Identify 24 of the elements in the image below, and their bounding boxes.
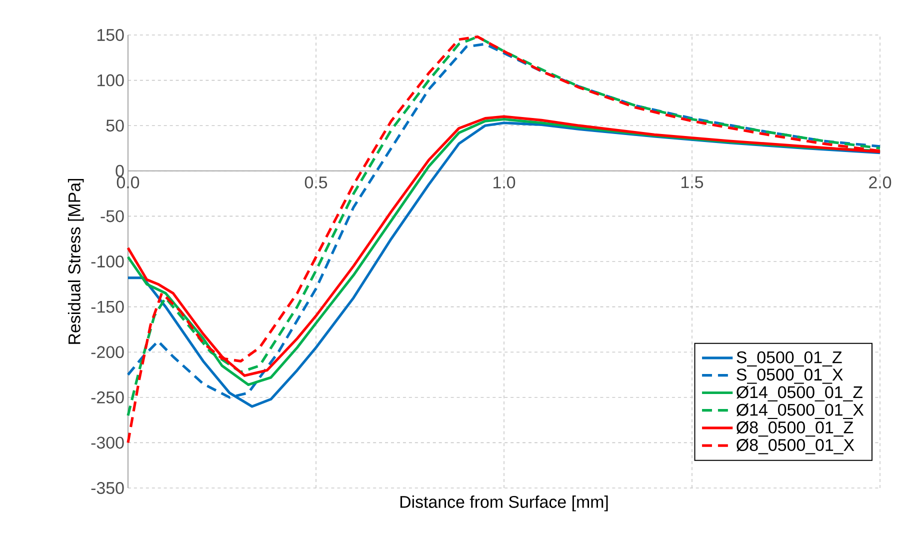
legend-label: Ø14_0500_01_X: [736, 404, 864, 420]
legend-label: Ø8_0500_01_X: [736, 438, 854, 454]
x-axis-title: Distance from Surface [mm]: [400, 496, 608, 512]
y-tick-label: -350: [91, 482, 124, 494]
legend-label: S_0500_01_X: [736, 368, 843, 384]
x-tick-label: 1.0: [494, 176, 516, 188]
y-tick-label: -100: [91, 256, 124, 268]
y-tick-label: -50: [100, 210, 124, 222]
legend-label: S_0500_01_Z: [736, 351, 842, 366]
x-tick-label: 1.5: [682, 176, 704, 188]
y-tick-label: -300: [91, 436, 124, 449]
y-tick-label: -150: [91, 300, 124, 313]
y-tick-label: 50: [106, 120, 124, 132]
legend-label: Ø8_0500_01_Z: [736, 421, 854, 437]
y-tick-label: 100: [98, 74, 124, 86]
legend-label: Ø14_0500_01_Z: [736, 386, 863, 402]
x-tick-label: 0.0: [116, 176, 140, 188]
y-tick-label: 0: [116, 164, 124, 177]
x-tick-label: 0.5: [304, 176, 328, 188]
y-tick-label: -250: [91, 391, 124, 404]
y-tick-label: -200: [91, 346, 124, 358]
x-tick-label: 2.0: [869, 176, 892, 188]
y-tick-label: 150: [98, 29, 124, 41]
y-axis-title: Residual Stress [MPa]: [68, 178, 84, 344]
